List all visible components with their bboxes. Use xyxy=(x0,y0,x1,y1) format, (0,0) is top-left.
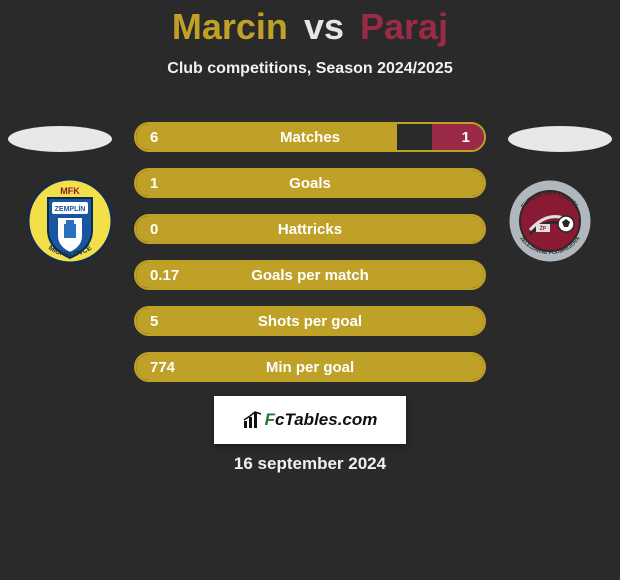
stat-label: Matches xyxy=(136,129,484,146)
stat-row: 0Hattricks xyxy=(134,214,486,244)
player-b-name: Paraj xyxy=(360,6,448,47)
club-badge-a-svg: ZEMPLÍN MFK MICHALOVCE xyxy=(20,178,120,264)
stat-row: 1Goals xyxy=(134,168,486,198)
club-badge-b: FUTBALOVÝ ODDIEL ŽELEZIARNE PODBREZOVÁ Ž… xyxy=(500,178,600,264)
fctables-label-wrap: FcTables.com xyxy=(243,410,378,430)
club-badge-b-svg: FUTBALOVÝ ODDIEL ŽELEZIARNE PODBREZOVÁ Ž… xyxy=(500,178,600,264)
fctables-badge: FcTables.com xyxy=(214,396,406,444)
stat-label: Shots per goal xyxy=(136,313,484,330)
fctables-text: FcTables.com xyxy=(265,410,378,430)
ball-shadow-left xyxy=(8,126,112,152)
svg-text:ŽP: ŽP xyxy=(540,224,547,232)
stat-row: 0.17Goals per match xyxy=(134,260,486,290)
stat-row: 774Min per goal xyxy=(134,352,486,382)
stat-label: Min per goal xyxy=(136,359,484,376)
season-subtitle: Club competitions, Season 2024/2025 xyxy=(0,60,620,78)
chart-icon xyxy=(243,411,263,429)
stat-row: 61Matches xyxy=(134,122,486,152)
badge-a-text-mfk: MFK xyxy=(60,186,80,196)
badge-a-text-zemplin: ZEMPLÍN xyxy=(55,204,86,213)
player-a-name: Marcin xyxy=(172,6,288,47)
comparison-title: Marcin vs Paraj xyxy=(0,0,620,48)
stat-label: Hattricks xyxy=(136,221,484,238)
ball-shadow-right xyxy=(508,126,612,152)
stat-row: 5Shots per goal xyxy=(134,306,486,336)
club-badge-a: ZEMPLÍN MFK MICHALOVCE xyxy=(20,178,120,264)
stat-label: Goals per match xyxy=(136,267,484,284)
stat-label: Goals xyxy=(136,175,484,192)
vs-separator: vs xyxy=(304,6,344,47)
snapshot-date: 16 september 2024 xyxy=(0,454,620,474)
stats-bars: 61Matches 1Goals 0Hattricks 0.17Goals per m… xyxy=(134,122,486,398)
